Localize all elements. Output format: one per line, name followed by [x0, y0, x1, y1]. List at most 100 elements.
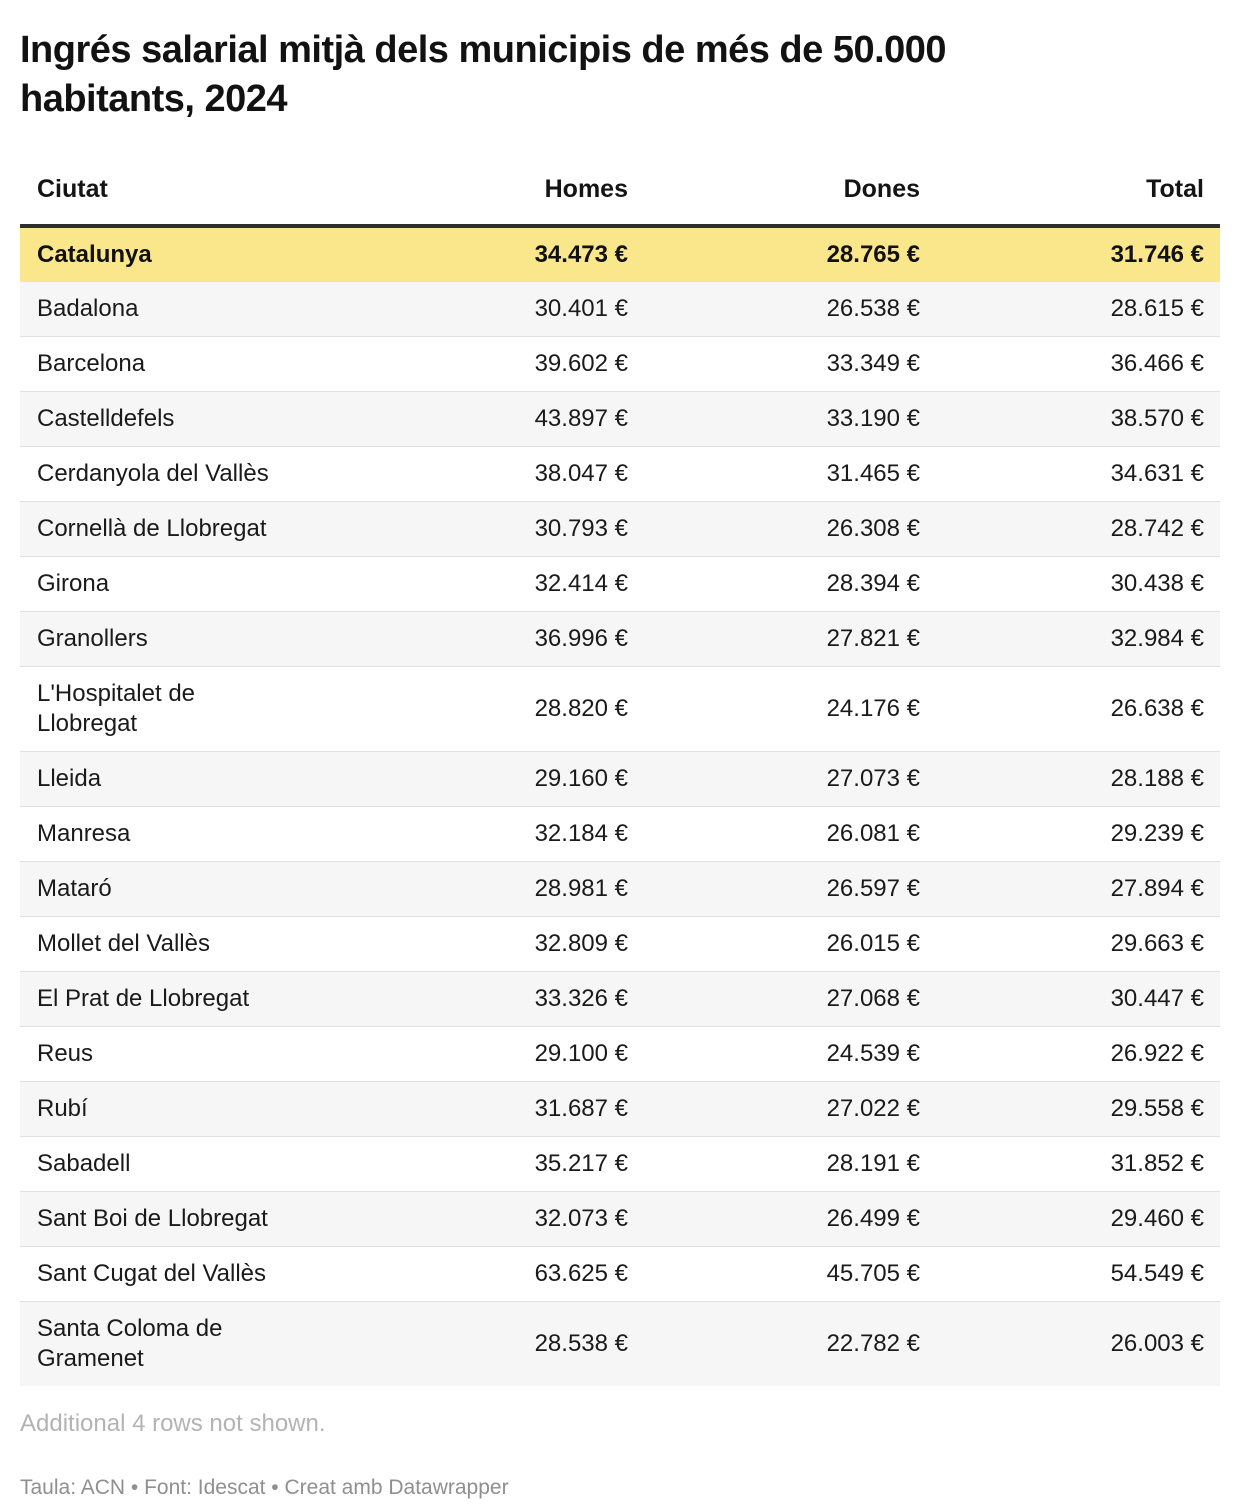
- cell-homes: 30.401 €: [534, 295, 628, 323]
- cell-homes: 32.414 €: [534, 570, 628, 598]
- cell-ciutat: Sabadell: [37, 1150, 131, 1178]
- cell-ciutat: Catalunya: [37, 241, 152, 269]
- cell-total: 29.558 €: [1110, 1095, 1204, 1123]
- cell-dones: 24.539 €: [826, 1040, 920, 1068]
- table-body: Catalunya 34.473 € 28.765 € 31.746 € Badalon…: [20, 226, 1220, 1387]
- cell-dones: 45.705 €: [826, 1260, 920, 1288]
- cell-homes: 36.996 €: [534, 625, 628, 653]
- salary-table: Ciutat Homes Dones Total Catalunya 34.473…: [20, 123, 1220, 1387]
- cell-total: 28.188 €: [1110, 765, 1204, 793]
- cell-dones: 26.308 €: [826, 515, 920, 543]
- cell-homes: 35.217 €: [534, 1150, 628, 1178]
- cell-ciutat: Sant Boi de Llobregat: [37, 1205, 268, 1233]
- cell-ciutat: Granollers: [37, 625, 148, 653]
- cell-total: 38.570 €: [1110, 405, 1204, 433]
- cell-ciutat: Santa Coloma de Gramenet: [37, 1315, 223, 1373]
- cell-total: 32.984 €: [1110, 625, 1204, 653]
- cell-dones: 26.597 €: [826, 875, 920, 903]
- table-row: Rubí 31.687 € 27.022 € 29.558 €: [20, 1081, 1220, 1137]
- cell-homes: 33.326 €: [534, 985, 628, 1013]
- cell-ciutat: Cornellà de Llobregat: [37, 515, 267, 543]
- column-header-total: Total: [920, 123, 1220, 229]
- cell-total: 28.742 €: [1110, 515, 1204, 543]
- cell-total: 29.239 €: [1110, 820, 1204, 848]
- cell-dones: 31.465 €: [826, 460, 920, 488]
- cell-ciutat: Sant Cugat del Vallès: [37, 1260, 267, 1288]
- cell-dones: 27.022 €: [826, 1095, 920, 1123]
- cell-dones: 26.081 €: [826, 820, 920, 848]
- additional-rows-note: Additional 4 rows not shown.: [20, 1410, 326, 1438]
- cell-ciutat: Reus: [37, 1040, 94, 1068]
- cell-homes: 38.047 €: [534, 460, 628, 488]
- column-header-homes: Homes: [305, 123, 628, 229]
- cell-homes: 32.809 €: [534, 930, 628, 958]
- cell-total: 36.466 €: [1110, 350, 1204, 378]
- cell-dones: 27.073 €: [826, 765, 920, 793]
- table-header-row: Ciutat Homes Dones Total: [20, 123, 1220, 229]
- table-row: Lleida 29.160 € 27.073 € 28.188 €: [20, 751, 1220, 807]
- cell-homes: 31.687 €: [534, 1095, 628, 1123]
- table-row: Sant Boi de Llobregat 32.073 € 26.499 € 29.…: [20, 1191, 1220, 1247]
- cell-total: 27.894 €: [1110, 875, 1204, 903]
- cell-total: 29.460 €: [1110, 1205, 1204, 1233]
- cell-ciutat: Girona: [37, 570, 110, 598]
- table-row: Cornellà de Llobregat 30.793 € 26.308 € 28.…: [20, 501, 1220, 557]
- cell-ciutat: Rubí: [37, 1095, 88, 1123]
- cell-ciutat: Badalona: [37, 295, 139, 323]
- column-header-dones: Dones: [628, 123, 920, 229]
- table-row: Barcelona 39.602 € 33.349 € 36.466 €: [20, 336, 1220, 392]
- cell-dones: 28.394 €: [826, 570, 920, 598]
- table-row: Manresa 32.184 € 26.081 € 29.239 €: [20, 806, 1220, 862]
- table-row: Sabadell 35.217 € 28.191 € 31.852 €: [20, 1136, 1220, 1192]
- table-row: El Prat de Llobregat 33.326 € 27.068 € 30.4…: [20, 971, 1220, 1027]
- cell-ciutat: Cerdanyola del Vallès: [37, 460, 269, 488]
- table-row: Catalunya 34.473 € 28.765 € 31.746 €: [20, 226, 1220, 283]
- cell-total: 26.922 €: [1110, 1040, 1204, 1068]
- cell-dones: 26.499 €: [826, 1205, 920, 1233]
- table-row: Girona 32.414 € 28.394 € 30.438 €: [20, 556, 1220, 612]
- table-row: Cerdanyola del Vallès 38.047 € 31.465 € 34.…: [20, 446, 1220, 502]
- cell-homes: 30.793 €: [534, 515, 628, 543]
- cell-homes: 32.073 €: [534, 1205, 628, 1233]
- cell-total: 54.549 €: [1110, 1260, 1204, 1288]
- cell-homes: 28.820 €: [534, 695, 628, 723]
- cell-homes: 32.184 €: [534, 820, 628, 848]
- cell-ciutat: L'Hospitalet de Llobregat: [37, 680, 196, 738]
- table-row: L'Hospitalet de Llobregat 28.820 € 24.176 …: [20, 666, 1220, 752]
- cell-dones: 28.765 €: [826, 241, 920, 269]
- cell-dones: 22.782 €: [826, 1330, 920, 1358]
- datawrapper-table-widget: Ingrés salarial mitjà dels municipis de …: [0, 26, 1240, 1500]
- cell-dones: 24.176 €: [826, 695, 920, 723]
- cell-homes: 28.981 €: [534, 875, 628, 903]
- cell-total: 31.746 €: [1110, 241, 1204, 269]
- attribution-line: Taula: ACN • Font: Idescat • Creat amb D…: [20, 1476, 509, 1500]
- cell-ciutat: Barcelona: [37, 350, 146, 378]
- cell-ciutat: El Prat de Llobregat: [37, 985, 250, 1013]
- cell-homes: 34.473 €: [534, 241, 628, 269]
- cell-total: 29.663 €: [1110, 930, 1204, 958]
- cell-total: 34.631 €: [1110, 460, 1204, 488]
- table-row: Castelldefels 43.897 € 33.190 € 38.570 €: [20, 391, 1220, 447]
- cell-total: 30.438 €: [1110, 570, 1204, 598]
- page-title: Ingrés salarial mitjà dels municipis de …: [20, 29, 947, 120]
- cell-ciutat: Mataró: [37, 875, 112, 903]
- table-row: Santa Coloma de Gramenet 28.538 € 22.782 €…: [20, 1301, 1220, 1387]
- cell-dones: 28.191 €: [826, 1150, 920, 1178]
- cell-ciutat: Manresa: [37, 820, 131, 848]
- cell-dones: 27.821 €: [826, 625, 920, 653]
- cell-homes: 29.160 €: [534, 765, 628, 793]
- cell-total: 31.852 €: [1110, 1150, 1204, 1178]
- cell-homes: 63.625 €: [534, 1260, 628, 1288]
- cell-dones: 26.538 €: [826, 295, 920, 323]
- table-row: Sant Cugat del Vallès 63.625 € 45.705 € 54.…: [20, 1246, 1220, 1302]
- cell-dones: 33.349 €: [826, 350, 920, 378]
- cell-total: 28.615 €: [1110, 295, 1204, 323]
- table-row: Mollet del Vallès 32.809 € 26.015 € 29.663 …: [20, 916, 1220, 972]
- cell-total: 26.003 €: [1110, 1330, 1204, 1358]
- cell-dones: 33.190 €: [826, 405, 920, 433]
- table-row: Reus 29.100 € 24.539 € 26.922 €: [20, 1026, 1220, 1082]
- cell-dones: 27.068 €: [826, 985, 920, 1013]
- cell-homes: 43.897 €: [534, 405, 628, 433]
- table-row: Granollers 36.996 € 27.821 € 32.984 €: [20, 611, 1220, 667]
- column-header-ciutat: Ciutat: [20, 123, 305, 229]
